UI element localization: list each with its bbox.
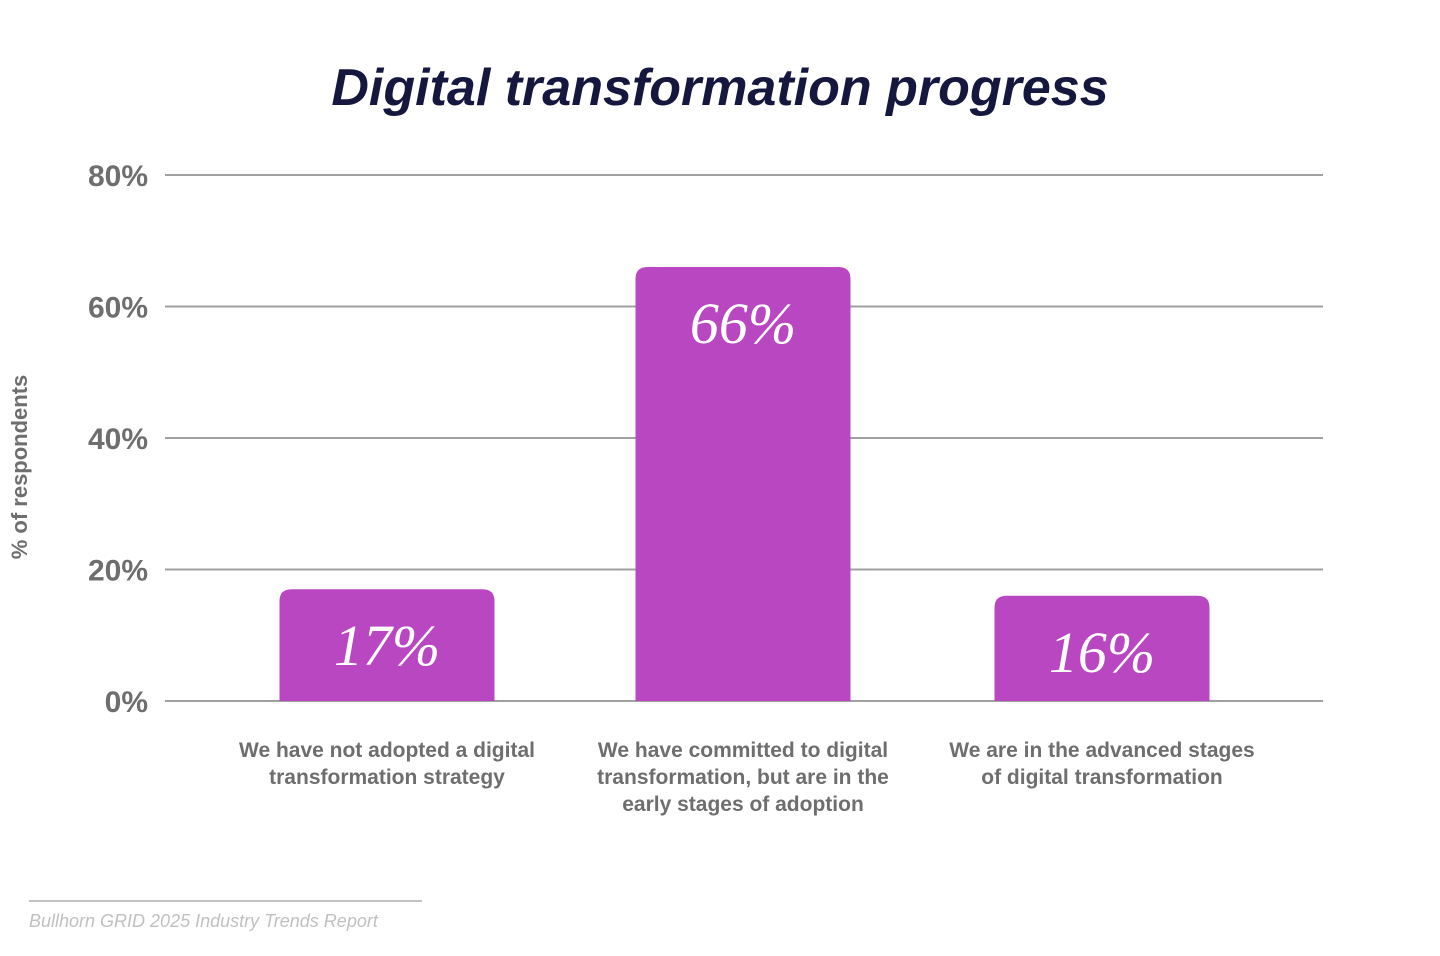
- y-axis-label: % of respondents: [7, 375, 32, 560]
- data-label: 16%: [1049, 620, 1155, 685]
- data-label: 17%: [334, 613, 440, 678]
- y-tick-label: 20%: [88, 555, 148, 588]
- y-tick-label: 60%: [88, 292, 148, 325]
- chart-title: Digital transformation progress: [331, 59, 1109, 117]
- source-divider: [29, 900, 422, 902]
- y-tick-label: 80%: [88, 160, 148, 193]
- bar: [279, 589, 495, 701]
- data-label: 66%: [690, 291, 796, 356]
- y-tick-label: 40%: [88, 423, 148, 456]
- bar: [994, 595, 1210, 701]
- x-category-label: We have committed to digital transformat…: [597, 739, 889, 816]
- source-note: Bullhorn GRID 2025 Industry Trends Repor…: [29, 911, 378, 931]
- x-category-label: We are in the advanced stages of digital…: [949, 739, 1255, 789]
- y-tick-label: 0%: [105, 686, 148, 719]
- bar: [635, 267, 851, 701]
- x-category-label: We have not adopted a digital transforma…: [239, 739, 535, 789]
